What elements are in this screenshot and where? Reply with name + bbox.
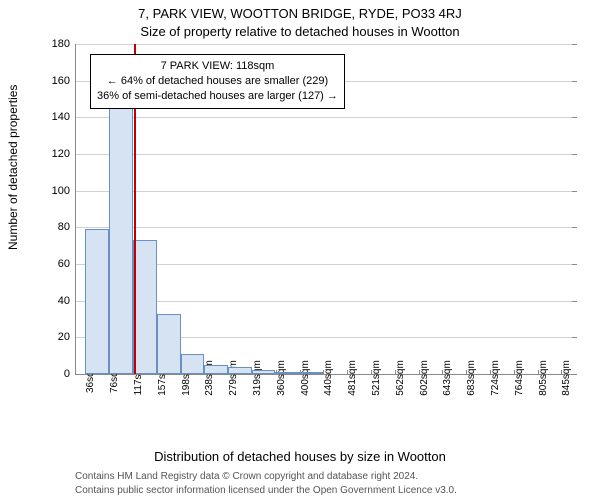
histogram-bar — [252, 370, 276, 374]
gridline — [76, 191, 576, 192]
credit-line1: Contains HM Land Registry data © Crown c… — [75, 471, 418, 482]
x-tick-label: 319sqm — [252, 360, 263, 396]
histogram-bar — [275, 372, 299, 374]
x-tick-label: 643sqm — [442, 360, 453, 396]
histogram-bar — [157, 314, 181, 375]
gridline — [76, 44, 576, 45]
histogram-bar — [181, 354, 205, 374]
x-tick-label: 360sqm — [276, 360, 287, 396]
y-tick-mark — [572, 154, 577, 155]
histogram-bar — [133, 240, 157, 374]
x-tick-label: 683sqm — [466, 360, 477, 396]
y-tick-mark — [572, 374, 577, 375]
annotation-line2: ← 64% of detached houses are smaller (22… — [97, 74, 338, 89]
y-tick-label: 0 — [64, 368, 70, 380]
y-tick-mark — [572, 117, 577, 118]
x-tick-label: 279sqm — [228, 360, 239, 396]
x-tick-label: 764sqm — [514, 360, 525, 396]
annotation-line1: 7 PARK VIEW: 118sqm — [97, 59, 338, 74]
y-tick-label: 20 — [58, 331, 70, 343]
y-tick-label: 60 — [58, 258, 70, 270]
y-tick-mark — [572, 301, 577, 302]
x-tick-label: 521sqm — [371, 360, 382, 396]
histogram-bar — [300, 372, 324, 374]
histogram-bar — [85, 229, 109, 374]
x-axis-label: Distribution of detached houses by size … — [0, 449, 600, 464]
x-tick-label: 845sqm — [561, 360, 572, 396]
y-tick-label: 180 — [52, 38, 70, 50]
gridline — [76, 227, 576, 228]
x-tick-label: 400sqm — [300, 360, 311, 396]
y-tick-mark — [572, 44, 577, 45]
y-tick-mark — [572, 81, 577, 82]
histogram-bar — [109, 97, 133, 374]
y-tick-mark — [572, 227, 577, 228]
y-tick-mark — [572, 337, 577, 338]
credit-line2: Contains public sector information licen… — [75, 485, 457, 496]
y-tick-label: 80 — [58, 221, 70, 233]
gridline — [76, 154, 576, 155]
y-tick-label: 100 — [52, 185, 70, 197]
y-tick-label: 160 — [52, 75, 70, 87]
y-tick-label: 140 — [52, 111, 70, 123]
y-tick-mark — [572, 191, 577, 192]
annotation-line3: 36% of semi-detached houses are larger (… — [97, 89, 338, 104]
histogram-bar — [204, 365, 228, 374]
gridline — [76, 117, 576, 118]
annotation-box: 7 PARK VIEW: 118sqm ← 64% of detached ho… — [90, 54, 345, 109]
y-tick-label: 120 — [52, 148, 70, 160]
x-tick-label: 562sqm — [395, 360, 406, 396]
x-tick-label: 440sqm — [323, 360, 334, 396]
histogram-bar — [228, 367, 252, 374]
title-line1: 7, PARK VIEW, WOOTTON BRIDGE, RYDE, PO33… — [0, 6, 600, 21]
x-tick-label: 481sqm — [347, 360, 358, 396]
x-tick-label: 805sqm — [538, 360, 549, 396]
y-tick-label: 40 — [58, 295, 70, 307]
x-tick-label: 602sqm — [419, 360, 430, 396]
title-line2: Size of property relative to detached ho… — [0, 24, 600, 39]
y-axis-label: Number of detached properties — [6, 85, 20, 250]
y-tick-mark — [572, 264, 577, 265]
x-tick-label: 724sqm — [490, 360, 501, 396]
